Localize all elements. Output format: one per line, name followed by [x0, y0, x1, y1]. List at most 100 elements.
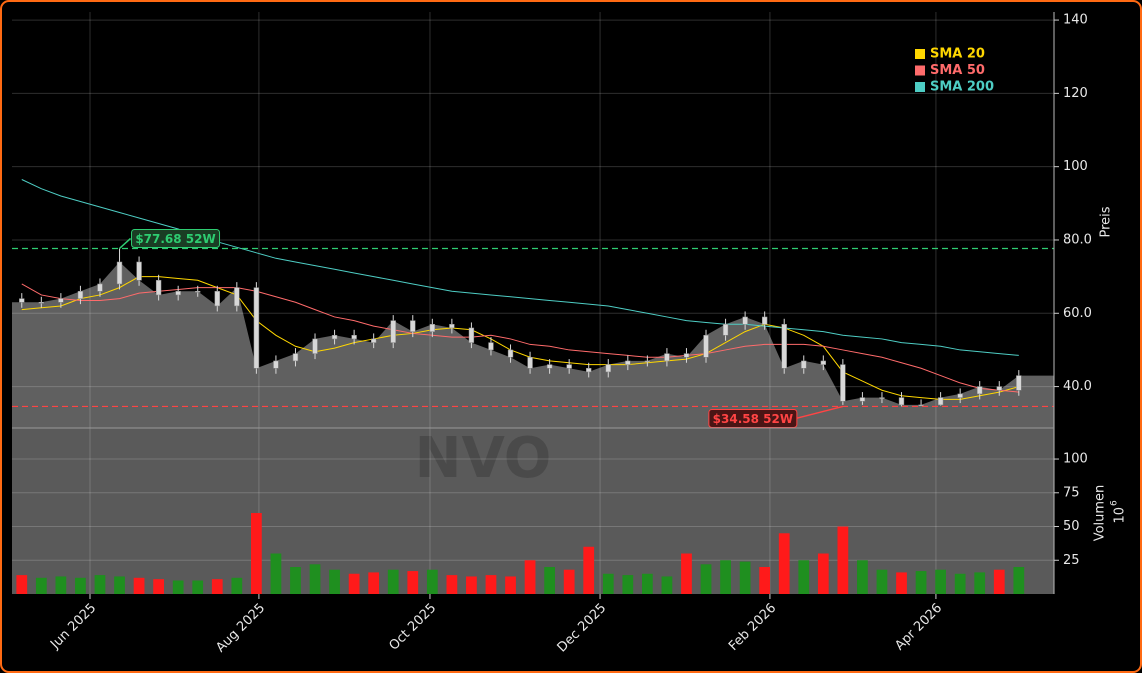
candle-body [234, 287, 240, 307]
volume-bar [172, 580, 184, 594]
volume-bar [485, 575, 497, 594]
volume-bar [798, 560, 810, 594]
candle-body [253, 287, 260, 369]
legend-label: SMA 200 [930, 80, 994, 95]
candle-body [664, 353, 670, 362]
y-axis-label: Preis [1099, 206, 1114, 237]
volume-bar [857, 560, 868, 594]
volume-unit-base: 10 [1113, 507, 1128, 524]
y-tick-label: 100 [1063, 159, 1088, 174]
candle-body [820, 360, 826, 365]
volume-bar [817, 553, 829, 594]
candle-body [468, 327, 475, 343]
volume-bar [250, 513, 262, 594]
legend-swatch [915, 65, 925, 76]
volume-bar [524, 560, 536, 594]
candle-body [996, 386, 1002, 391]
candle-body [116, 261, 123, 285]
volume-tick-label: 75 [1063, 485, 1080, 500]
volume-bar [505, 576, 516, 594]
candle-body [937, 397, 944, 406]
volume-bar [16, 575, 28, 594]
candle-body [898, 397, 905, 406]
volume-bar [563, 569, 575, 594]
volume-bar [935, 569, 946, 594]
volume-bar [348, 573, 360, 594]
candle-body [801, 360, 807, 369]
candle-body [136, 261, 142, 281]
sma-line [21, 283, 1019, 393]
annotation-label: $34.58 52W [713, 412, 793, 426]
volume-bar [290, 567, 301, 594]
watermark: NVO [415, 426, 552, 491]
legend-swatch [915, 49, 925, 59]
candle-body [488, 342, 494, 351]
volume-bar [641, 573, 653, 594]
candle-body [918, 404, 924, 407]
volume-bar [407, 571, 419, 594]
volume-bar [778, 533, 790, 594]
y-tick-label: 120 [1063, 86, 1088, 101]
volume-bar [622, 575, 634, 594]
volume-bar [211, 579, 223, 594]
volume-bar [133, 577, 145, 594]
candle-body [507, 349, 514, 358]
volume-bar [426, 569, 438, 594]
candle-body [742, 316, 748, 325]
candle-body [38, 302, 44, 304]
candle-body [977, 386, 983, 395]
volume-bar [681, 553, 692, 594]
candle-body [351, 335, 357, 340]
volume-tick-label: 100 [1063, 452, 1088, 467]
annotation-arrow [119, 237, 132, 250]
legend-label: SMA 50 [930, 63, 985, 78]
candle-body [77, 291, 84, 299]
candle-body [879, 397, 885, 399]
candle-body [566, 364, 572, 369]
volume-bar [837, 526, 849, 594]
candle-body [1016, 375, 1022, 391]
annotation-box [708, 408, 798, 428]
candle-body [546, 364, 553, 369]
candle-body [273, 360, 279, 369]
price-area [12, 261, 1054, 428]
volume-unit: 10 6 [1110, 500, 1128, 524]
volume-bar [114, 576, 125, 594]
candle-body [761, 316, 768, 325]
candle-body [781, 324, 787, 369]
candle-body [840, 364, 846, 402]
volume-bar [55, 576, 67, 594]
annotation-label: $77.68 52W [135, 232, 215, 246]
volume-bar [661, 576, 673, 594]
volume-bar [759, 567, 771, 594]
volume-tick-label: 25 [1063, 553, 1080, 568]
candle-body [644, 360, 651, 363]
candle-body [390, 320, 396, 343]
volume-bar [876, 569, 888, 594]
volume-bar [915, 571, 927, 594]
annotation-arrow [795, 405, 844, 420]
volume-bar [993, 569, 1005, 594]
candle-body [429, 324, 435, 332]
volume-bar [368, 572, 380, 594]
candle-body [195, 291, 201, 293]
y-tick-label: 40.0 [1063, 379, 1092, 394]
candle-body [527, 357, 533, 369]
candle-body [58, 298, 64, 303]
sma-line [21, 276, 1019, 400]
volume-bar [466, 576, 477, 594]
volume-bar [739, 561, 751, 594]
volume-bar [583, 546, 595, 594]
volume-axis-label: Volumen [1093, 485, 1108, 542]
candle-body [722, 324, 729, 336]
y-tick-label: 80.0 [1063, 232, 1092, 247]
candle-body [19, 298, 25, 303]
candle-body [155, 280, 162, 296]
annotation-box [131, 228, 221, 248]
candle-body [312, 338, 318, 354]
volume-bar [602, 573, 614, 594]
candle-body [957, 393, 963, 398]
volume-bar [700, 564, 712, 594]
candle-body [703, 335, 709, 358]
